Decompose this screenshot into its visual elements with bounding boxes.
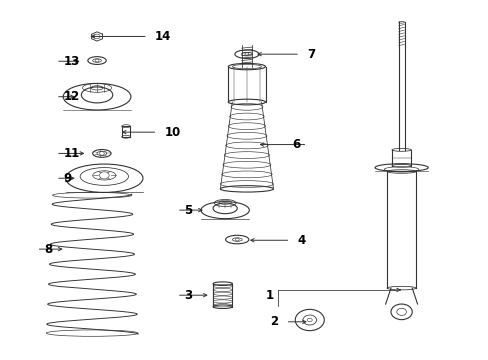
Text: 7: 7 — [307, 48, 315, 61]
Text: 12: 12 — [63, 90, 79, 103]
Text: 2: 2 — [270, 315, 278, 328]
Text: 3: 3 — [183, 289, 192, 302]
Text: 10: 10 — [164, 126, 181, 139]
Text: 1: 1 — [265, 289, 273, 302]
Text: 5: 5 — [183, 204, 192, 217]
Text: 4: 4 — [297, 234, 305, 247]
Text: 14: 14 — [155, 30, 171, 43]
Bar — [122, 126, 130, 137]
Text: 11: 11 — [63, 147, 79, 160]
Text: 8: 8 — [44, 243, 52, 256]
Text: 6: 6 — [291, 138, 300, 151]
Text: 9: 9 — [63, 172, 71, 185]
Text: 13: 13 — [63, 55, 79, 68]
